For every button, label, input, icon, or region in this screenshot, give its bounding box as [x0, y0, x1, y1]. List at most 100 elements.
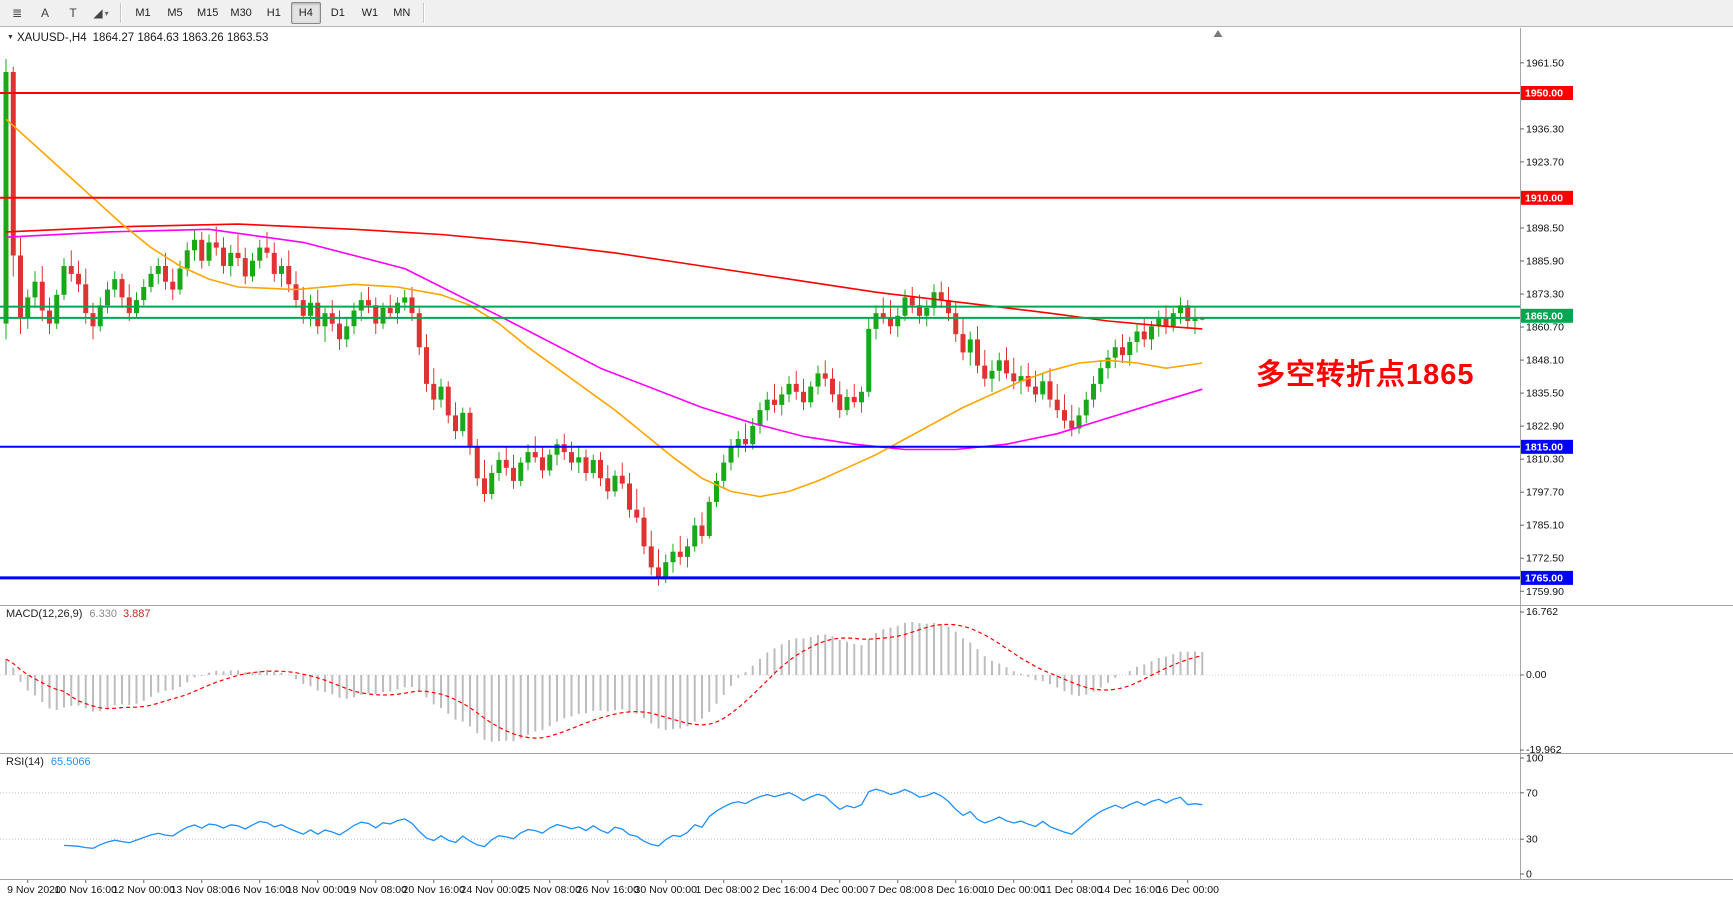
rsi-axis-label: 0 [1526, 869, 1532, 880]
time-axis-label: 1 Dec 08:00 [695, 884, 752, 896]
time-axis-label: 7 Dec 08:00 [869, 884, 926, 896]
rsi-pane[interactable]: 100 70 30 0 [0, 754, 1733, 879]
time-axis-label: 12 Nov 00:00 [113, 884, 176, 896]
macd-signal-value: 3.887 [122, 608, 151, 620]
chart-shift-marker-icon[interactable] [1213, 30, 1223, 37]
price-chip [1521, 308, 1573, 323]
timeframe-m5-button[interactable]: M5 [167, 7, 183, 19]
timeframe-m15-button[interactable]: M15 [197, 7, 219, 19]
timeframe-mn-button[interactable]: MN [393, 7, 411, 19]
symbol-timeframe-label: XAUUSD-,H4 [16, 32, 87, 44]
macd-histogram [5, 622, 1204, 742]
time-axis-label: 16 Nov 16:00 [229, 884, 292, 896]
time-axis-label: 10 Dec 00:00 [983, 884, 1046, 896]
shapes-tool-icon[interactable]: ◢ ▾ [93, 6, 109, 20]
price-tick-label: 1885.90 [1526, 256, 1564, 268]
timeframes-toolbar: M1 M5 M15 M30 H1 H4 D1 W1 MN [127, 2, 418, 24]
price-chip-label: 1910.00 [1525, 192, 1563, 204]
timeframe-h1-button[interactable]: H1 [266, 7, 281, 19]
toolbar-separator [422, 3, 425, 23]
time-axis-label: 19 Nov 08:00 [345, 884, 408, 896]
candles [3, 58, 1205, 586]
price-tick-label: 1759.90 [1526, 586, 1564, 598]
price-chip [1521, 190, 1573, 205]
time-axis-label: 26 Nov 16:00 [577, 884, 640, 896]
time-axis-label: 16 Dec 00:00 [1157, 884, 1220, 896]
price-tick-label: 1873.30 [1526, 289, 1564, 301]
toolbar-separator [120, 3, 122, 23]
price-tick-label: 1898.50 [1526, 222, 1564, 234]
pane-splitter[interactable] [0, 605, 1733, 606]
price-tick-label: 1936.30 [1526, 123, 1564, 135]
price-axis: 1961.50 1936.30 1923.70 1898.50 1885.90 1873.… [1520, 28, 1573, 605]
time-axis-label: 8 Dec 16:00 [927, 884, 984, 896]
macd-axis-label: -19.962 [1526, 744, 1562, 753]
price-chart-pane[interactable]: 1961.50 1936.30 1923.70 1898.50 1885.90 1873.… [0, 28, 1733, 605]
rsi-axis-label: 30 [1526, 834, 1538, 846]
macd-main-value: 6.330 [89, 608, 117, 620]
rsi-line [63, 788, 1203, 849]
price-tick-label: 1810.30 [1526, 454, 1564, 466]
time-axis-label: 14 Dec 16:00 [1099, 884, 1162, 896]
price-chip-label: 1865.00 [1525, 310, 1563, 322]
macd-axis-label: 16.762 [1526, 606, 1558, 618]
rsi-label: RSI(14) 65.5066 [6, 756, 91, 768]
time-axis-label: 9 Nov 2020 [7, 884, 61, 896]
price-tick-label: 1822.90 [1526, 421, 1564, 433]
toolbar: ≣ A T ◢ ▾ M1 M5 M15 M30 H1 H4 D1 W1 MN [0, 0, 1733, 27]
timeframe-w1-button[interactable]: W1 [361, 7, 379, 19]
price-tick-label: 1848.10 [1526, 355, 1564, 367]
price-tick-label: 1860.70 [1526, 322, 1564, 334]
macd-label: MACD(12,26,9) 6.330 3.887 [6, 608, 150, 620]
price-chip [1521, 570, 1573, 585]
timeframe-h4-button[interactable]: H4 [290, 2, 321, 24]
time-axis-label: 24 Nov 00:00 [461, 884, 524, 896]
rsi-axis-label: 70 [1526, 787, 1538, 799]
line-studies-toolbar: ≣ A T ◢ ▾ [3, 1, 115, 25]
dropdown-caret-icon[interactable]: ▾ [104, 8, 109, 18]
timeframe-m30-button[interactable]: M30 [230, 7, 252, 19]
symbol-dropdown-icon[interactable]: ▼ [7, 34, 14, 41]
time-axis-label: 10 Nov 16:00 [55, 884, 118, 896]
time-axis-label: 2 Dec 16:00 [753, 884, 810, 896]
timeframe-m1-button[interactable]: M1 [135, 7, 151, 19]
price-chip [1521, 439, 1573, 454]
price-chip-label: 1815.00 [1525, 441, 1563, 453]
chart-header: ▼ XAUUSD-,H4 1864.27 1864.63 1863.26 1863.… [7, 32, 268, 44]
macd-axis-label: 0.00 [1526, 669, 1547, 681]
price-chip [1521, 86, 1573, 100]
price-chip-label: 1950.00 [1525, 88, 1563, 100]
price-tick-label: 1797.70 [1526, 487, 1564, 499]
pane-splitter[interactable] [0, 753, 1733, 754]
ma-mid-magenta-line [5, 228, 1203, 451]
time-axis-label: 30 Nov 00:00 [635, 884, 698, 896]
time-axis-label: 11 Dec 08:00 [1041, 884, 1103, 896]
ohlc-values: 1864.27 1864.63 1863.26 1863.53 [92, 32, 269, 44]
ma-fast-orange-line [5, 118, 1203, 498]
price-tick-label: 1961.50 [1526, 57, 1564, 69]
macd-pane[interactable]: 16.762 0.00 -19.962 [0, 606, 1733, 753]
macd-signal-line [5, 623, 1203, 739]
rsi-axis-label: 100 [1526, 754, 1544, 765]
label-tool-icon[interactable]: T [69, 6, 77, 20]
price-tick-label: 1835.50 [1526, 388, 1564, 400]
time-axis-label: 13 Nov 08:00 [171, 884, 234, 896]
price-tick-label: 1923.70 [1526, 156, 1564, 168]
time-axis-label: 25 Nov 08:00 [519, 884, 582, 896]
time-axis-label: 4 Dec 00:00 [811, 884, 868, 896]
chart-annotation-text[interactable]: 多空转折点1865 [1256, 359, 1475, 391]
macd-title: MACD(12,26,9) [6, 608, 83, 620]
price-tick-label: 1772.50 [1526, 553, 1564, 565]
objects-list-icon[interactable]: ≣ [11, 6, 23, 20]
timeframe-d1-button[interactable]: D1 [330, 7, 345, 19]
text-tool-icon[interactable]: A [40, 6, 49, 20]
price-tick-label: 1785.10 [1526, 520, 1564, 532]
price-chip-label: 1765.00 [1525, 572, 1563, 584]
time-axis-label: 18 Nov 00:00 [287, 884, 350, 896]
rsi-value: 65.5066 [50, 756, 91, 768]
pane-splitter [0, 879, 1733, 880]
time-axis-label: 20 Nov 16:00 [403, 884, 466, 896]
ma-slow-red-line [5, 223, 1203, 330]
